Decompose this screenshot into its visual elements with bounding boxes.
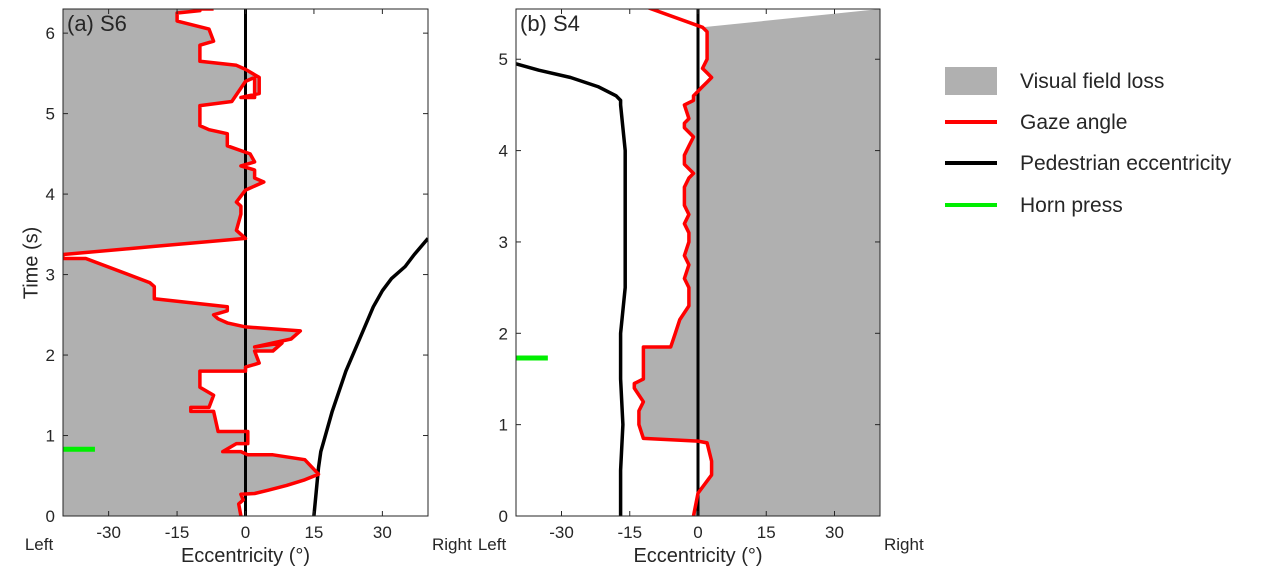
y-axis-title-a: Time (s) — [20, 227, 42, 300]
legend-label: Gaze angle — [1020, 111, 1127, 134]
panel-label-a: (a) S6 — [67, 11, 127, 36]
pedestrian-eccentricity-line-a — [312, 237, 428, 516]
legend-label: Pedestrian eccentricity — [1020, 152, 1232, 175]
x-tick-label-b: 30 — [825, 523, 844, 542]
x-right-label-b: Right — [884, 535, 924, 554]
y-tick-label-a: 0 — [46, 507, 55, 526]
x-left-label-a: Left — [25, 535, 54, 554]
y-tick-label-a: 6 — [46, 24, 55, 43]
x-tick-label-a: -15 — [165, 523, 190, 542]
x-tick-label-b: -15 — [617, 523, 642, 542]
y-tick-label-b: 3 — [499, 233, 508, 252]
x-tick-label-a: -30 — [96, 523, 121, 542]
x-tick-label-b: 15 — [757, 523, 776, 542]
visual-field-loss-area-a — [63, 9, 319, 516]
y-tick-label-b: 5 — [499, 50, 508, 69]
x-tick-label-a: 0 — [241, 523, 250, 542]
x-tick-label-a: 15 — [304, 523, 323, 542]
legend-label: Horn press — [1020, 194, 1123, 217]
y-tick-label-b: 0 — [499, 507, 508, 526]
panel-a-chart: -30 -15 0 15 30 0 1 2 3 4 5 6 (a) S6 Eccentricity (°)… — [25, 8, 472, 567]
panel-label-b: (b) S4 — [520, 11, 580, 36]
y-tick-label-a: 4 — [46, 185, 55, 204]
y-tick-label-a: 1 — [46, 427, 55, 446]
y-tick-label-b: 2 — [499, 324, 508, 343]
legend-swatch-field-loss — [945, 67, 997, 95]
legend-label: Visual field loss — [1020, 70, 1164, 93]
y-tick-label-a: 3 — [46, 266, 55, 285]
visual-field-loss-area-b — [634, 9, 880, 516]
y-tick-label-b: 4 — [499, 142, 508, 161]
y-tick-label-a: 5 — [46, 105, 55, 124]
x-axis-title-b: Eccentricity (°) — [633, 545, 762, 567]
gaze-angle-line-a — [63, 9, 321, 516]
legend: Visual field loss Gaze angle Pedestrian ec… — [945, 67, 1232, 217]
x-tick-label-b: 0 — [693, 523, 702, 542]
gaze-angle-line-b — [632, 9, 714, 516]
y-tick-label-b: 1 — [499, 416, 508, 435]
x-tick-label-b: -30 — [549, 523, 574, 542]
x-tick-label-a: 30 — [373, 523, 392, 542]
panel-b-chart: -30 -15 0 15 30 0 1 2 3 4 5 (b) S4 Eccentricity (°) L… — [478, 8, 924, 567]
y-tick-label-a: 2 — [46, 346, 55, 365]
x-axis-title-a: Eccentricity (°) — [181, 545, 310, 567]
pedestrian-eccentricity-line-b — [516, 62, 627, 516]
x-left-label-b: Left — [478, 535, 507, 554]
x-right-label-a: Right — [432, 535, 472, 554]
